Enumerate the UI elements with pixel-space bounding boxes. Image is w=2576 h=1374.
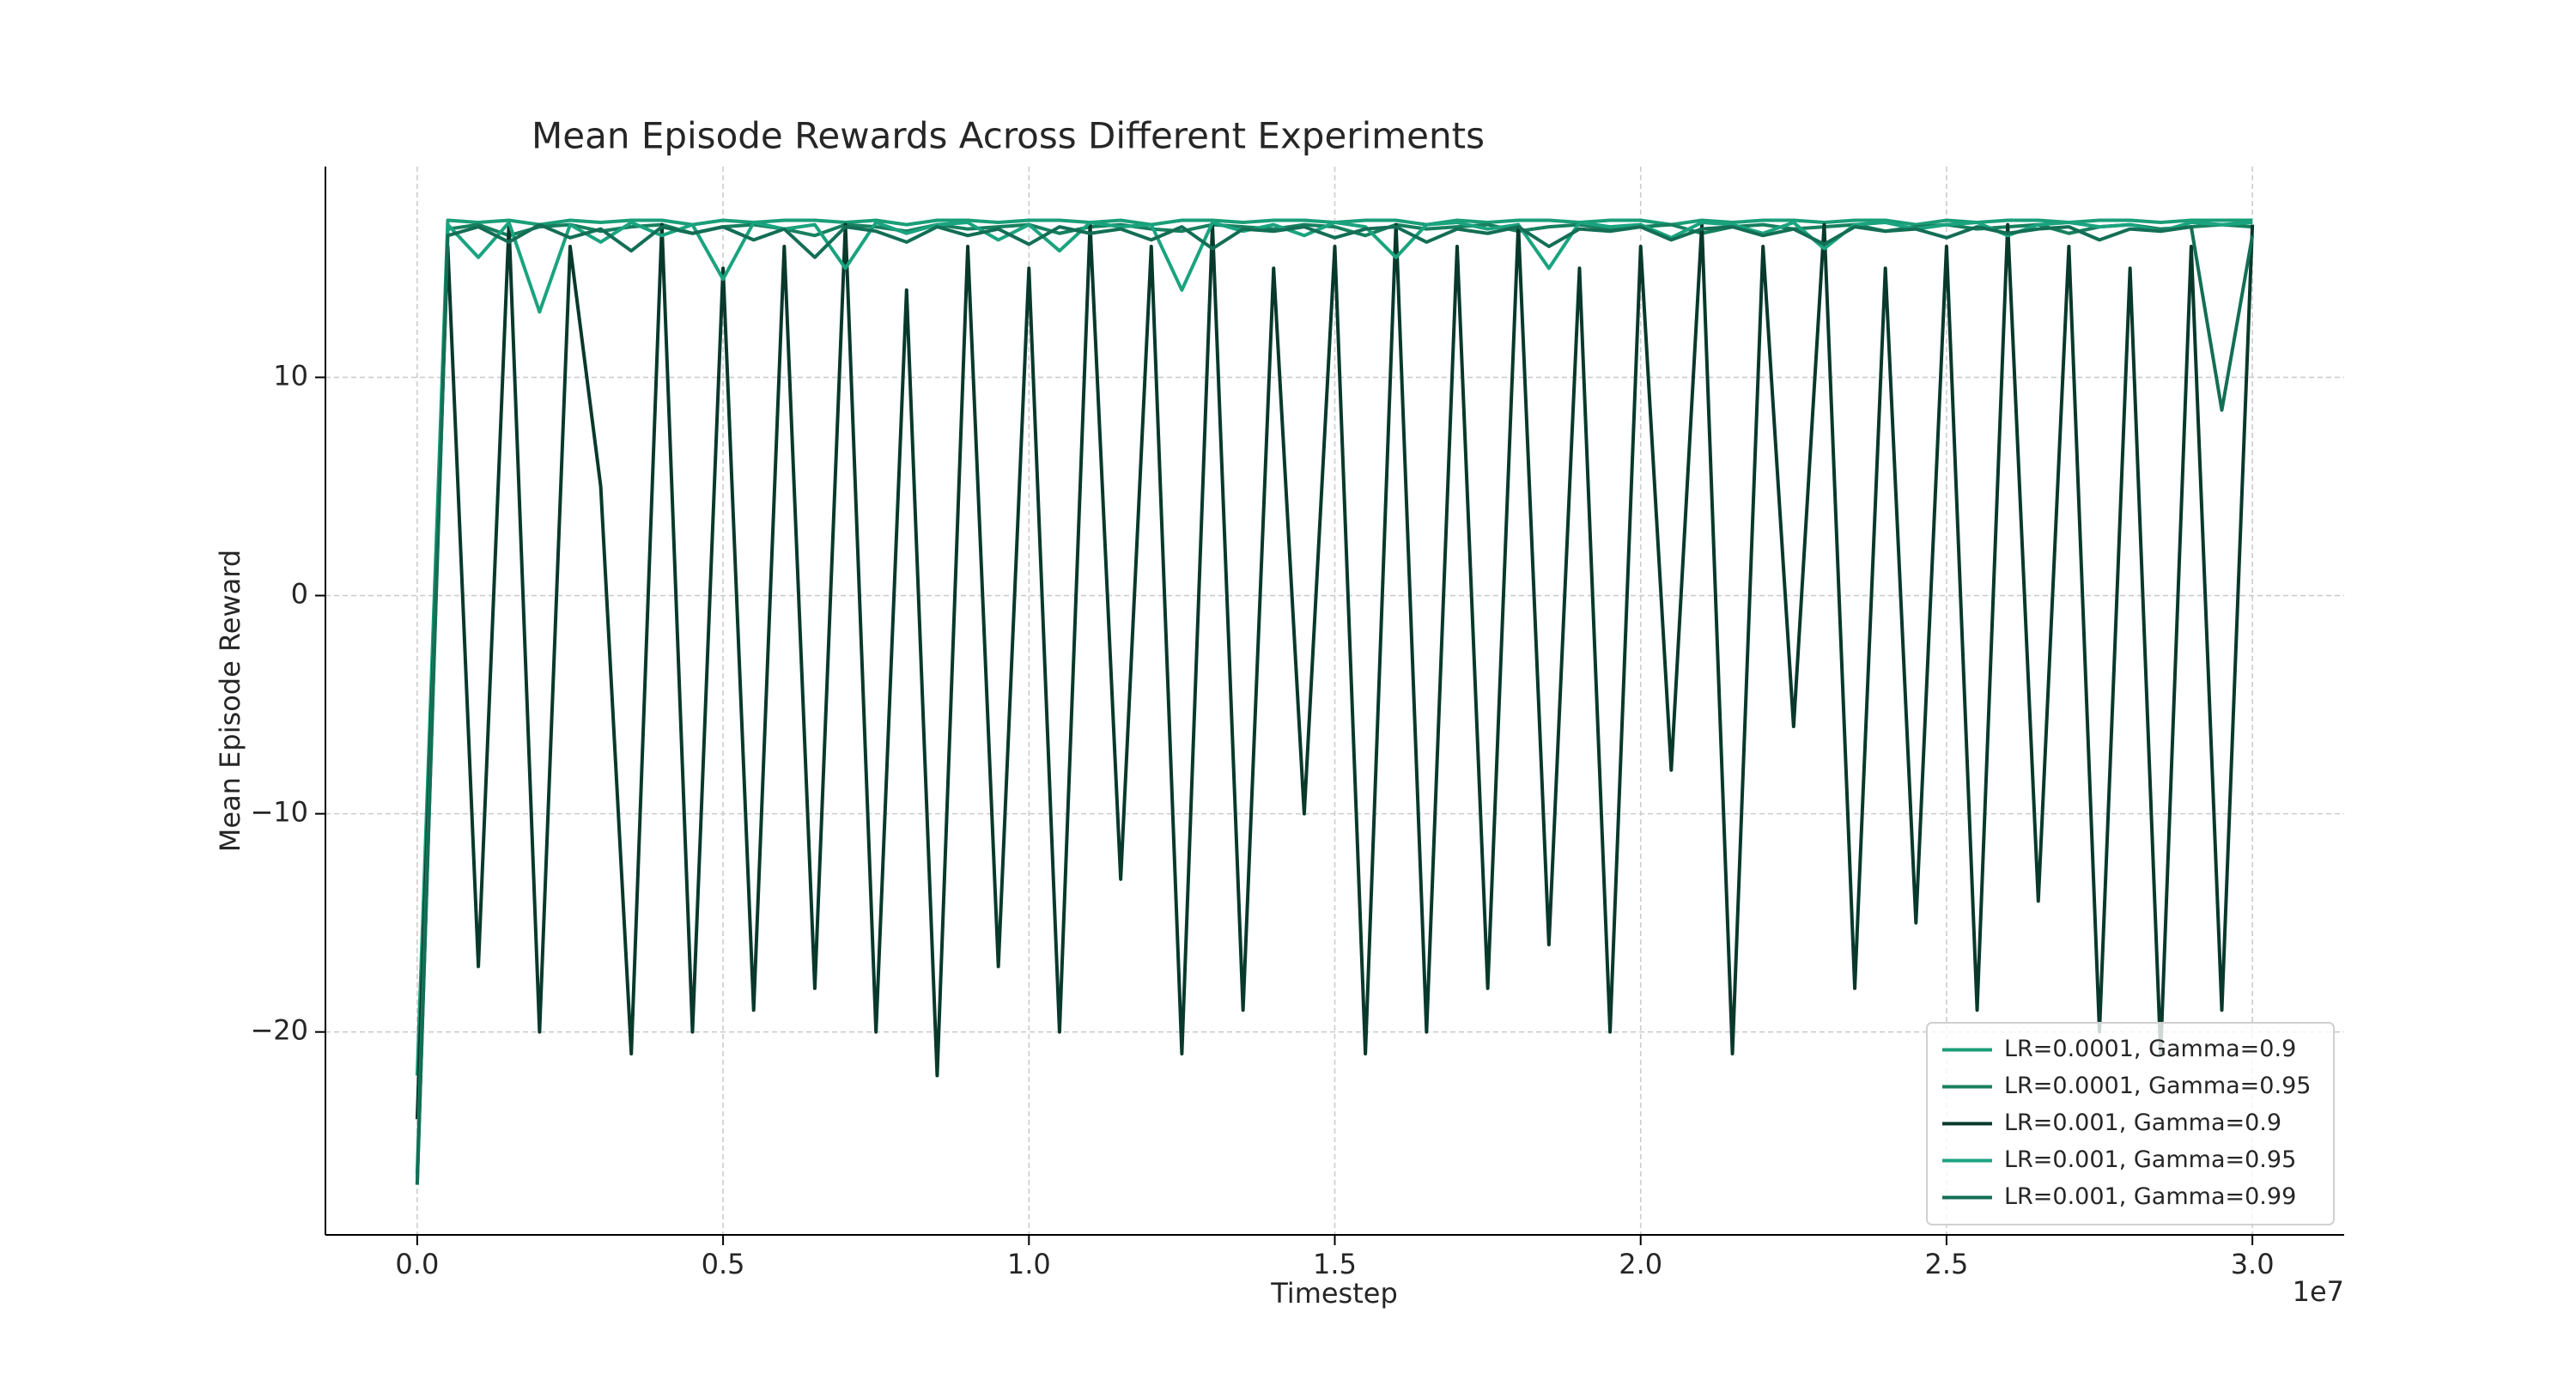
legend: LR=0.0001, Gamma=0.9 LR=0.0001, Gamma=0.9… [1926, 1022, 2335, 1225]
x-tick-label: 1.0 [1007, 1248, 1051, 1280]
chart-title: Mean Episode Rewards Across Different Ex… [532, 115, 1485, 157]
y-tick-label: −20 [250, 1014, 308, 1047]
y-tick-label: 0 [291, 578, 308, 611]
y-tick-label: 10 [273, 359, 308, 392]
x-tick-label: 0.5 [702, 1248, 745, 1280]
legend-label: LR=0.001, Gamma=0.99 [2004, 1183, 2296, 1210]
plot-area [415, 218, 2255, 1185]
legend-box [1926, 1022, 2335, 1225]
legend-label: LR=0.0001, Gamma=0.9 [2004, 1036, 2296, 1062]
x-tick-label: 0.0 [395, 1248, 439, 1280]
y-tick-label: −10 [250, 796, 308, 829]
x-tick-label: 1.5 [1313, 1248, 1357, 1280]
x-tick-label: 2.0 [1619, 1248, 1662, 1280]
legend-label: LR=0.001, Gamma=0.9 [2004, 1110, 2281, 1136]
ticks: 0.0 0.5 1.0 1.5 2.0 2.5 3.0 −20 −10 0 10 [250, 359, 2274, 1280]
series-line [415, 222, 2255, 1120]
series-line [415, 222, 2255, 1185]
grid [325, 167, 2344, 1235]
x-tick-label: 2.5 [1924, 1248, 1968, 1280]
legend-label: LR=0.0001, Gamma=0.95 [2004, 1073, 2311, 1099]
legend-label: LR=0.001, Gamma=0.95 [2004, 1146, 2296, 1173]
x-offset-label: 1e7 [2293, 1275, 2344, 1308]
x-tick-label: 3.0 [2231, 1248, 2275, 1280]
x-axis-label: Timestep [1270, 1277, 1398, 1310]
series-line [415, 221, 2253, 1174]
y-axis-label: Mean Episode Reward [214, 550, 246, 852]
